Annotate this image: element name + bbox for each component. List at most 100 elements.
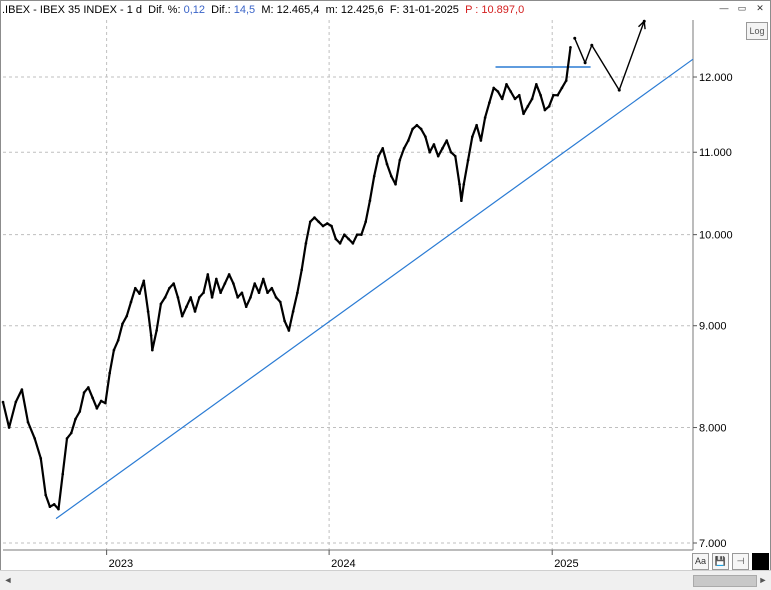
price-point	[227, 273, 231, 276]
price-point	[552, 93, 555, 97]
price-point	[330, 224, 333, 228]
price-point	[57, 507, 60, 511]
price-point	[138, 292, 141, 295]
price-point	[26, 420, 30, 424]
price-point	[517, 93, 521, 97]
price-point	[215, 277, 218, 281]
price-point	[539, 93, 542, 97]
price-point	[69, 431, 73, 435]
price-point	[428, 150, 431, 154]
arrow-tool-button[interactable]: ⊣	[732, 553, 749, 570]
log-scale-button[interactable]: Log	[746, 22, 768, 40]
low-label: m:	[325, 4, 338, 16]
price-point	[372, 174, 376, 178]
price-point	[240, 291, 244, 295]
restore-button[interactable]: ▭	[737, 3, 747, 13]
scroll-left-icon[interactable]: ◄	[3, 575, 13, 585]
price-point	[125, 314, 129, 318]
price-point	[39, 457, 43, 460]
price-point	[398, 158, 402, 162]
price-point	[232, 282, 235, 285]
high-label: M:	[261, 4, 274, 16]
price-point	[270, 286, 274, 290]
price-point	[65, 437, 69, 440]
y-axis: 7.000 8.000 9.000 10.000 11.000 12.000	[692, 20, 733, 550]
price-point	[343, 233, 346, 236]
scrollbar[interactable]: ◄ ►	[0, 570, 771, 590]
price-point	[441, 147, 444, 150]
price-point	[168, 286, 171, 290]
price-point	[244, 305, 248, 309]
close-button[interactable]: ✕	[756, 3, 764, 13]
price-point	[1, 400, 5, 404]
price-point	[206, 273, 210, 276]
price-point	[300, 268, 303, 272]
price-point	[313, 216, 316, 219]
x-tick-label: 2024	[331, 558, 355, 570]
price-point	[334, 237, 338, 241]
y-tick-label: 8.000	[699, 423, 727, 435]
price-point	[44, 493, 47, 497]
price-point	[445, 139, 449, 142]
change-value: 14,5	[233, 4, 256, 16]
price-point	[458, 182, 461, 186]
price-point	[61, 472, 65, 476]
price-point	[564, 79, 568, 82]
price-point	[274, 296, 278, 299]
x-tick-label: 2023	[109, 558, 133, 570]
price-point	[526, 105, 530, 108]
price-point	[479, 139, 483, 142]
price-point	[266, 291, 269, 295]
price-point	[163, 296, 167, 299]
price-point	[155, 329, 158, 332]
price-point	[249, 296, 252, 299]
price-point	[99, 399, 103, 403]
price-point	[133, 286, 137, 290]
price-point	[411, 127, 414, 131]
price-point	[475, 123, 478, 127]
price-point	[159, 302, 163, 306]
scroll-thumb[interactable]	[693, 575, 757, 587]
price-label: P :	[465, 4, 479, 16]
color-swatch-button[interactable]	[752, 553, 769, 570]
price-point	[82, 391, 86, 394]
price-point	[7, 426, 11, 429]
price-point	[210, 296, 214, 299]
scroll-right-icon[interactable]: ►	[758, 575, 768, 585]
y-tick-label: 7.000	[699, 538, 727, 550]
minimize-button[interactable]: —	[719, 3, 729, 13]
price-point	[560, 86, 564, 90]
y-tick-label: 9.000	[699, 321, 727, 333]
price-point	[121, 322, 124, 326]
price-point	[74, 417, 77, 421]
low-value: 12.425,6	[340, 4, 384, 16]
change-label: Dif.:	[211, 4, 231, 16]
x-tick-label: 2025	[554, 558, 578, 570]
date-label: F:	[389, 4, 400, 16]
price-point	[496, 90, 500, 93]
price-point	[364, 220, 367, 224]
price-point	[189, 296, 193, 299]
price-point	[500, 97, 504, 101]
text-tool-button[interactable]: Aa	[692, 553, 709, 570]
projection-point	[573, 36, 577, 40]
price-point	[407, 139, 410, 142]
price-point	[460, 199, 463, 203]
price-point	[296, 291, 299, 295]
change-pct-value: 0,12	[183, 4, 206, 16]
price-point	[104, 401, 107, 405]
price-point	[223, 282, 227, 285]
price-point	[87, 386, 90, 389]
save-button[interactable]: 💾	[712, 553, 729, 570]
price-point	[14, 400, 18, 404]
price-point	[389, 174, 393, 178]
support-trendline	[55, 58, 694, 520]
date-value: 31-01-2025	[402, 4, 459, 16]
projection-point	[590, 43, 594, 47]
price-point	[338, 242, 342, 245]
price-point	[317, 220, 321, 224]
price-point	[112, 348, 116, 352]
projection-point	[617, 88, 621, 92]
